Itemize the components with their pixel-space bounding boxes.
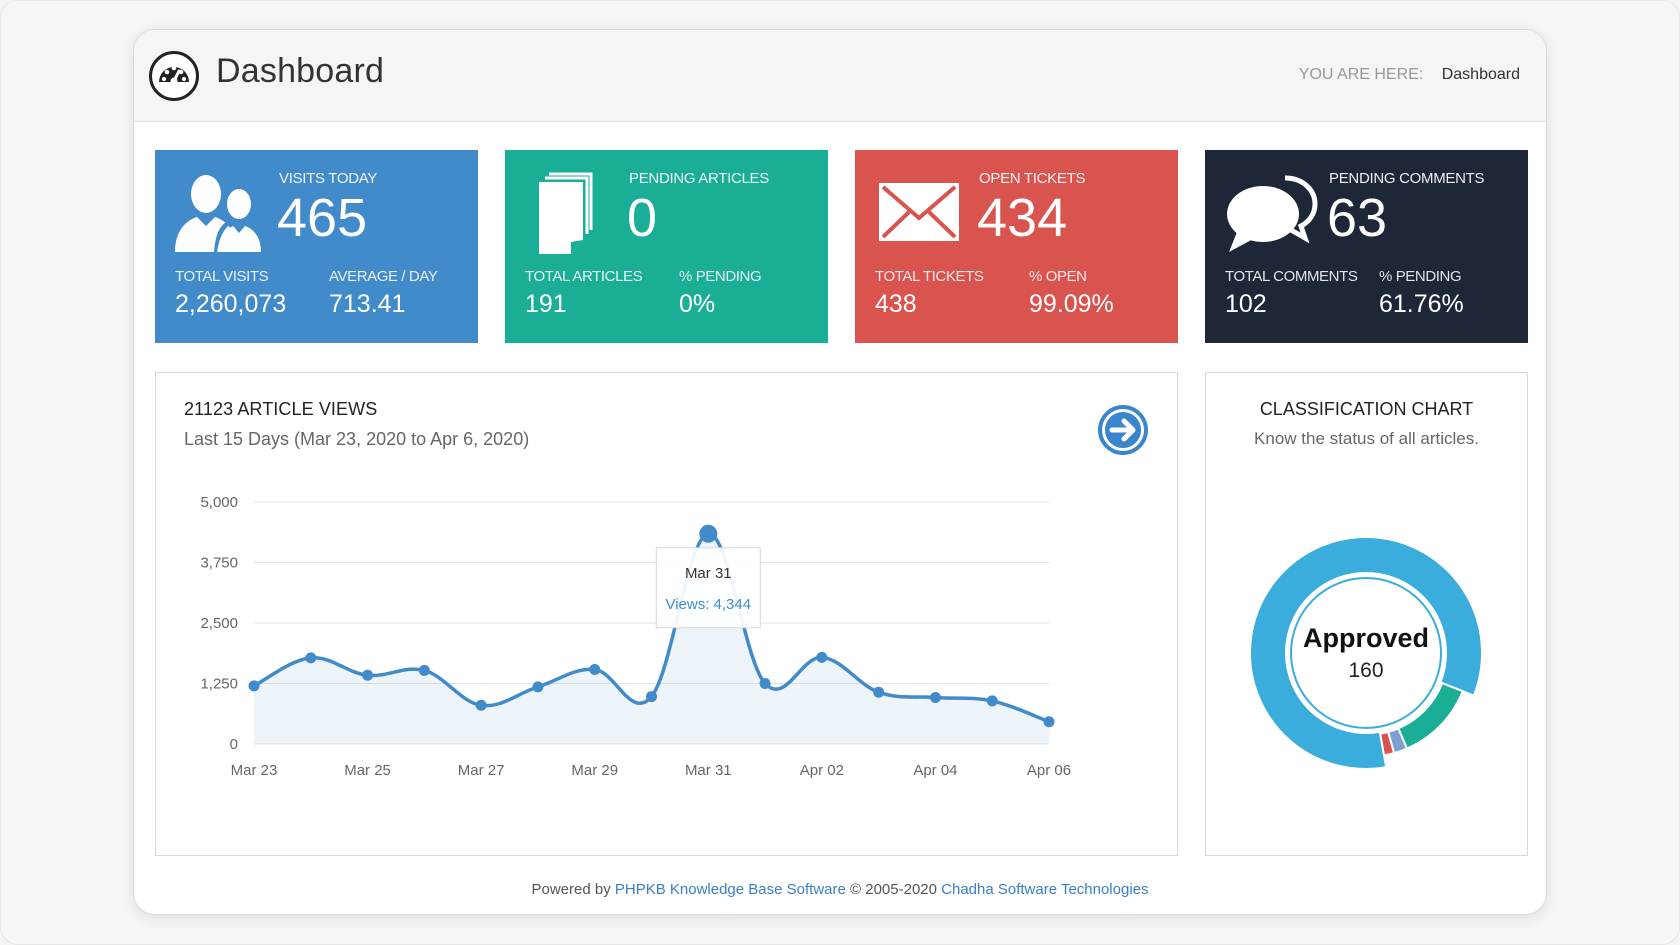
dashboard-gauge-icon (149, 51, 199, 101)
data-point[interactable] (873, 686, 885, 698)
data-point[interactable] (418, 664, 430, 676)
y-tick-label: 0 (230, 736, 238, 753)
tooltip-value: Views: 4,344 (665, 596, 751, 613)
data-point[interactable] (589, 663, 601, 675)
sub-label: TOTAL COMMENTS (1225, 268, 1358, 285)
data-point[interactable] (986, 695, 998, 707)
x-tick-label: Mar 25 (344, 762, 391, 779)
sub-label: TOTAL ARTICLES (525, 268, 643, 285)
data-point[interactable] (1043, 716, 1055, 728)
sub-label: TOTAL VISITS (175, 268, 269, 285)
data-point[interactable] (305, 652, 317, 664)
envelope-icon (879, 183, 959, 241)
comments-icon (1227, 175, 1318, 252)
breadcrumb-label: YOU ARE HERE: (1298, 66, 1424, 83)
y-tick-label: 1,250 (200, 676, 238, 693)
sub-label: % PENDING (1379, 268, 1462, 285)
x-tick-label: Mar 31 (685, 762, 732, 779)
views-panel-title: 21123 ARTICLE VIEWS (184, 399, 378, 419)
card-value: 63 (1327, 188, 1388, 248)
donut-center-label: Approved (1303, 623, 1429, 653)
classification-panel: CLASSIFICATION CHART Know the status of … (1205, 372, 1528, 856)
data-point[interactable] (929, 692, 941, 704)
chadha-link[interactable]: Chadha Software Technologies (941, 881, 1149, 898)
y-tick-label: 5,000 (200, 494, 238, 511)
footer-prefix: Powered by (531, 881, 611, 898)
page-title: Dashboard (216, 52, 385, 90)
sub-label: AVERAGE / DAY (329, 268, 438, 285)
card-value: 434 (977, 188, 1068, 248)
data-point[interactable] (699, 524, 718, 543)
sub-label: % PENDING (679, 268, 762, 285)
dashboard-window: Dashboard YOU ARE HERE: Dashboard VISITS… (133, 29, 1547, 915)
article-views-panel: 21123 ARTICLE VIEWS Last 15 Days (Mar 23… (155, 372, 1178, 856)
document-icon (539, 172, 593, 254)
y-tick-label: 2,500 (200, 615, 238, 632)
users-icon (175, 175, 261, 254)
views-panel-subtitle: Last 15 Days (Mar 23, 2020 to Apr 6, 202… (184, 429, 530, 449)
data-point[interactable] (362, 669, 374, 681)
x-tick-label: Apr 04 (913, 762, 957, 779)
footer-copyright: © 2005-2020 (850, 881, 937, 898)
phpkb-link[interactable]: PHPKB Knowledge Base Software (614, 881, 846, 898)
data-point[interactable] (759, 678, 771, 689)
x-tick-label: Mar 29 (571, 762, 618, 779)
article-views-chart: 0 1,250 2,500 3,750 5,000 Mar 23 Mar 25 Mar 27 M… (200, 494, 1071, 779)
sub-value: 61.76% (1379, 290, 1464, 318)
classification-donut-chart: Approved 160 (1249, 536, 1483, 770)
sub-value: 99.09% (1029, 290, 1114, 318)
x-tick-label: Apr 06 (1027, 762, 1071, 779)
card-label: PENDING ARTICLES (629, 170, 769, 187)
page-footer: Powered by PHPKB Knowledge Base Software… (134, 881, 1546, 898)
pending-articles-card[interactable]: PENDING ARTICLES 0 TOTAL ARTICLES 191 % … (505, 150, 828, 343)
breadcrumb-current[interactable]: Dashboard (1441, 66, 1520, 83)
x-tick-label: Mar 27 (458, 762, 505, 779)
y-tick-label: 3,750 (200, 555, 238, 572)
data-point[interactable] (248, 680, 260, 692)
data-point[interactable] (532, 681, 544, 693)
x-tick-label: Apr 02 (800, 762, 844, 779)
donut-slice[interactable] (1249, 536, 1483, 770)
card-label: PENDING COMMENTS (1329, 170, 1485, 187)
card-value: 0 (627, 188, 658, 248)
data-point[interactable] (816, 651, 828, 663)
page-header: Dashboard YOU ARE HERE: Dashboard (134, 30, 1546, 122)
pending-comments-card[interactable]: PENDING COMMENTS 63 TOTAL COMMENTS 102 %… (1205, 150, 1528, 343)
sub-value: 191 (525, 290, 567, 318)
classification-subtitle: Know the status of all articles. (1254, 429, 1479, 448)
sub-value: 2,260,073 (175, 290, 287, 318)
donut-center-value: 160 (1348, 659, 1383, 682)
sub-value: 713.41 (329, 290, 406, 318)
arrow-right-circle-icon[interactable] (1097, 404, 1149, 456)
x-tick-label: Mar 23 (231, 762, 278, 779)
series-line (253, 532, 1050, 724)
sub-label: % OPEN (1029, 268, 1087, 285)
breadcrumb: YOU ARE HERE: Dashboard (1299, 66, 1520, 84)
chart-tooltip (655, 547, 761, 629)
card-label: OPEN TICKETS (979, 170, 1086, 187)
sub-label: TOTAL TICKETS (875, 268, 984, 285)
card-value: 465 (277, 188, 368, 248)
sub-value: 102 (1225, 290, 1267, 318)
open-tickets-card[interactable]: OPEN TICKETS 434 TOTAL TICKETS 438 % OPE… (855, 150, 1178, 343)
data-point[interactable] (646, 691, 657, 703)
card-label: VISITS TODAY (279, 170, 378, 187)
donut-slice[interactable] (1379, 730, 1396, 757)
tooltip-date: Mar 31 (685, 565, 732, 582)
classification-title: CLASSIFICATION CHART (1259, 399, 1474, 419)
sub-value: 0% (679, 290, 716, 318)
visits-today-card[interactable]: VISITS TODAY 465 TOTAL VISITS 2,260,073 … (155, 150, 478, 343)
donut-center (1290, 577, 1442, 729)
series-area (254, 533, 1049, 744)
sub-value: 438 (875, 290, 917, 318)
data-point[interactable] (475, 699, 487, 711)
